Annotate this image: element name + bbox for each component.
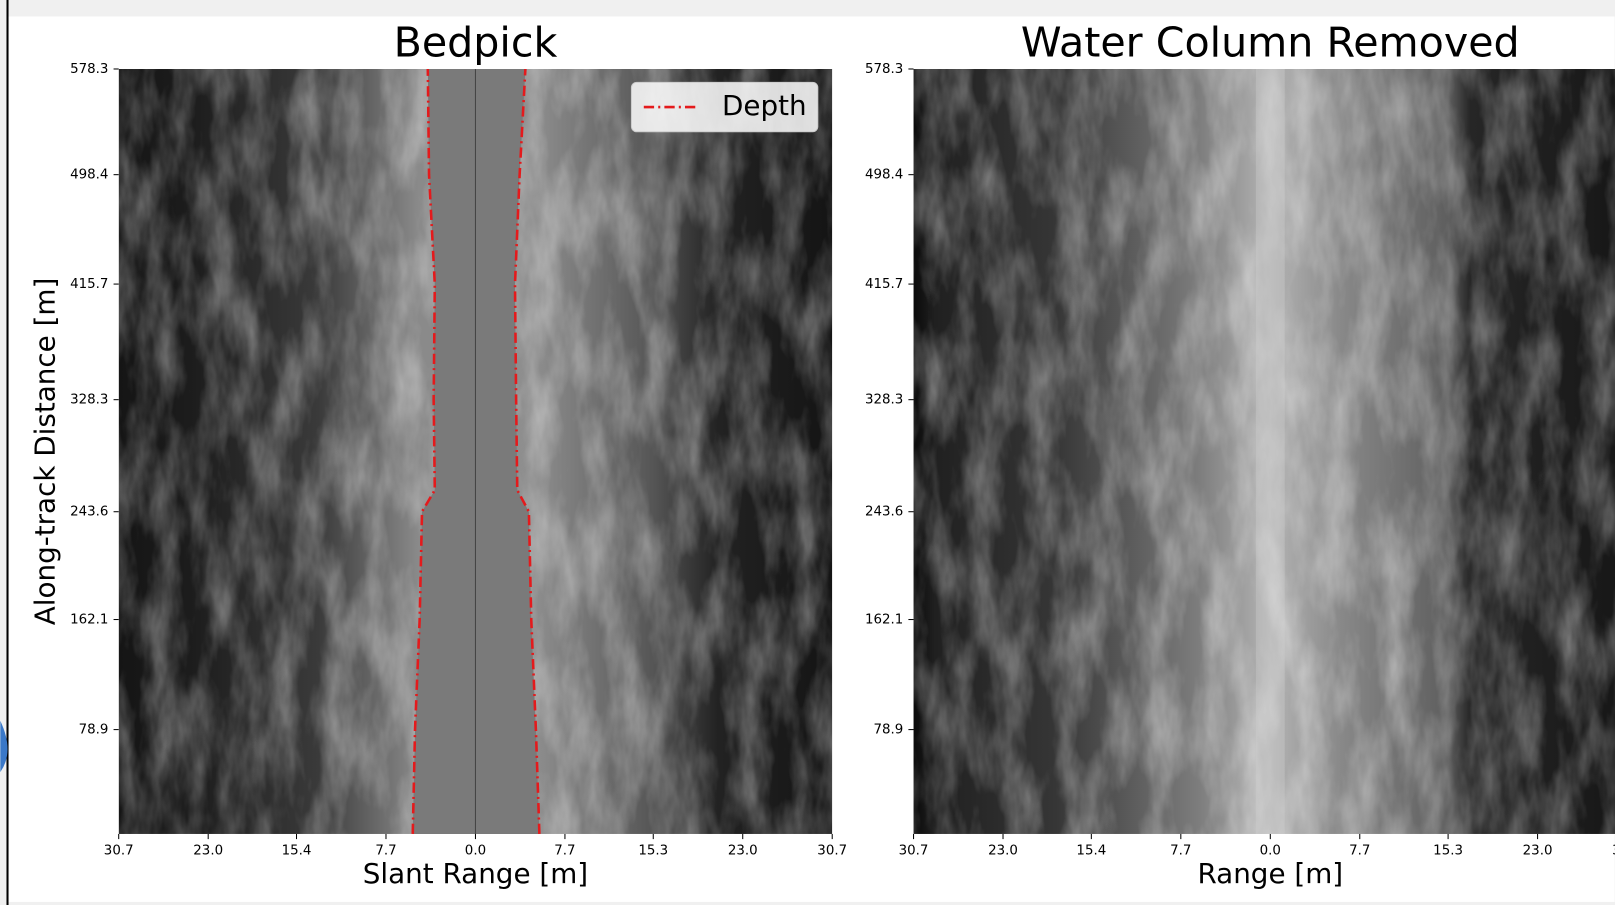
y-tick-label: 78.9 [873,723,903,738]
panel [913,68,1615,834]
x-tick-label: 23.0 [988,843,1018,858]
y-tick-label: 328.3 [865,393,903,408]
y-tick-label: 578.3 [70,62,108,77]
panel [118,68,833,834]
x-tick-label: 0.0 [465,843,486,858]
x-tick-label: 30.7 [817,843,847,858]
x-tick-label: 0.0 [1260,843,1281,858]
x-tick-label: 15.4 [1076,843,1106,858]
x-tick-label: 23.0 [193,843,223,858]
sonar-texture [913,68,1615,834]
x-tick-label: 23.0 [728,843,758,858]
y-tick-label: 162.1 [70,613,108,628]
legend-label: Depth [722,89,807,122]
x-tick-label: 30.7 [1612,843,1615,858]
x-tick-label: 15.4 [282,843,312,858]
x-axis-label: Range [m] [1197,857,1343,890]
x-tick-label: 7.7 [1349,843,1370,858]
depth-line [411,68,541,834]
y-tick-label: 415.7 [865,277,903,292]
water-column [412,68,540,834]
y-tick-label: 243.6 [70,505,108,520]
y-tick-label: 78.9 [79,723,109,738]
side-widget [0,720,8,773]
x-tick-label: 7.7 [375,843,396,858]
x-axis-label: Slant Range [m] [363,857,588,890]
x-tick-label: 15.3 [638,843,668,858]
x-tick-label: 15.3 [1433,843,1463,858]
y-tick-label: 578.3 [865,62,903,77]
x-tick-label: 7.7 [1170,843,1191,858]
y-tick-label: 498.4 [70,168,108,183]
chart-title: Water Column Removed [1021,18,1520,66]
x-tick-label: 7.7 [554,843,575,858]
y-axis-label: Along-track Distance [m] [29,278,62,626]
y-tick-label: 498.4 [865,168,903,183]
y-tick-label: 243.6 [865,505,903,520]
nadir-stripe [1255,68,1285,834]
legend-box [630,81,819,133]
x-tick-label: 30.7 [899,843,929,858]
y-tick-label: 415.7 [70,277,108,292]
x-tick-label: 30.7 [104,843,134,858]
y-tick-label: 162.1 [865,613,903,628]
y-tick-label: 328.3 [70,393,108,408]
x-tick-label: 23.0 [1523,843,1553,858]
figure: Bedpick Slant Range [m] Along-track Distan… [29,18,1615,890]
chart-title: Bedpick [394,18,558,66]
